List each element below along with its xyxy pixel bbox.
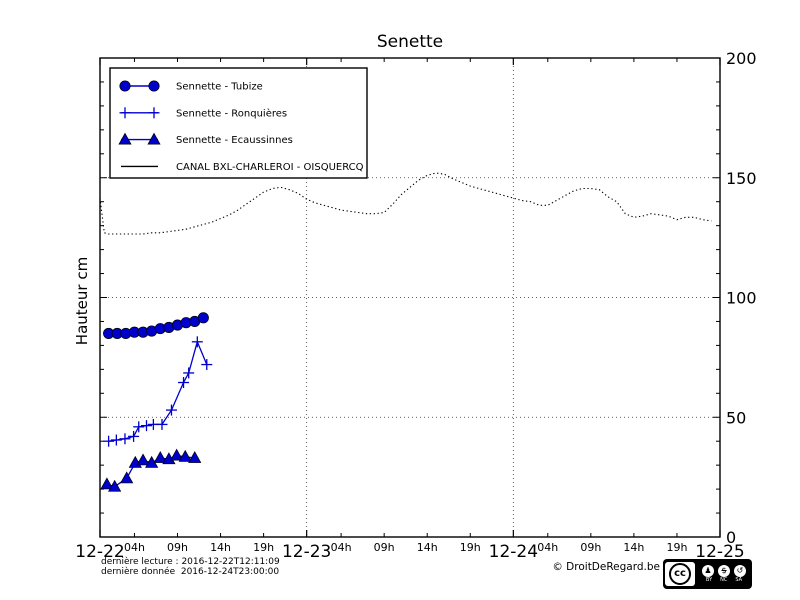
cc-term-icons: ♟ $ ↺ [702, 565, 746, 577]
y-tick-label: 200 [726, 49, 757, 68]
triangle-marker [147, 132, 161, 145]
y-tick-label: 0 [726, 528, 736, 547]
x-hour-label: 04h [331, 541, 352, 554]
legend-item: CANAL BXL-CHARLEROI - OISQUERCQ [121, 162, 364, 173]
x-day-label: 12-25 [695, 542, 744, 562]
circle-marker [197, 312, 209, 324]
legend: Sennette - Tubize Sennette - Ronquières Se… [109, 67, 368, 179]
circle-marker [148, 80, 160, 92]
circle-marker [119, 80, 131, 92]
y-tick-label: 50 [726, 408, 746, 427]
legend-item: Sennette - Ecaussinnes [118, 132, 293, 146]
series-sennette-ronqui-res [103, 336, 213, 447]
legend-item-label: Sennette - Tubize [176, 82, 263, 93]
legend-item: Sennette - Tubize [119, 80, 263, 93]
copyright-text: © DroitDeRegard.be [552, 561, 660, 573]
triangle-marker [153, 451, 167, 463]
x-hour-label: 09h [580, 541, 601, 554]
x-hour-label: 14h [210, 541, 231, 554]
x-hour-label: 04h [124, 541, 145, 554]
last-read-text: dernière lecture : 2016-12-22T12:11:09 [101, 557, 280, 567]
x-hour-label: 14h [417, 541, 438, 554]
cc-terms-panel: ♟ $ ↺ BY NC SA [698, 565, 750, 583]
x-day-label: 12-22 [75, 542, 124, 562]
cc-nc-label: NC [720, 577, 728, 583]
x-hour-label: 19h [666, 541, 687, 554]
triangle-marker [118, 132, 132, 145]
series-sennette-ecaussinnes [100, 448, 202, 492]
x-hour-label: 09h [374, 541, 395, 554]
legend-item-label: Sennette - Ecaussinnes [176, 135, 293, 146]
legend-item: Sennette - Ronquières [119, 107, 287, 119]
cc-logo-panel: cc [665, 562, 695, 586]
series-sennette-tubize [103, 312, 209, 339]
x-day-label: 12-23 [282, 542, 331, 562]
triangle-marker [108, 479, 122, 492]
y-tick-label: 150 [726, 169, 757, 188]
triangle-marker [188, 451, 202, 463]
cc-logo-icon: cc [669, 563, 691, 585]
y-axis-label: Hauteur cm [73, 256, 91, 346]
x-hour-label: 14h [623, 541, 644, 554]
data-series [99, 172, 712, 492]
y-tick-label: 100 [726, 289, 757, 308]
cc-sa-label: SA [735, 577, 743, 583]
cc-term-labels: BY NC SA [706, 578, 742, 583]
gridlines [100, 58, 720, 537]
x-hour-label: 19h [460, 541, 481, 554]
cc-by-icon: ♟ [702, 565, 714, 577]
legend-item-label: CANAL BXL-CHARLEROI - OISQUERCQ [176, 162, 364, 173]
legend-item-label: Sennette - Ronquières [176, 107, 287, 119]
cc-nc-icon: $ [718, 565, 730, 577]
triangle-marker [136, 453, 150, 466]
x-hour-label: 04h [537, 541, 558, 554]
x-hour-label: 19h [253, 541, 274, 554]
x-day-label: 12-24 [489, 542, 538, 562]
x-hour-label: 09h [167, 541, 188, 554]
cc-by-label: BY [705, 577, 713, 583]
cc-license-badge: cc ♟ $ ↺ BY NC SA [663, 559, 752, 589]
chart-title: Senette [376, 32, 444, 52]
series-line [99, 172, 712, 235]
triangle-marker [100, 477, 114, 490]
triangle-marker [178, 449, 192, 462]
triangle-marker [170, 448, 184, 461]
triangle-marker [120, 471, 134, 484]
series-line [108, 339, 208, 442]
series-canal-bxl-charleroi-oisquercq [99, 172, 712, 235]
cc-sa-icon: ↺ [734, 565, 746, 577]
last-data-text: dernière donnée 2016-12-24T23:00:00 [101, 567, 280, 577]
